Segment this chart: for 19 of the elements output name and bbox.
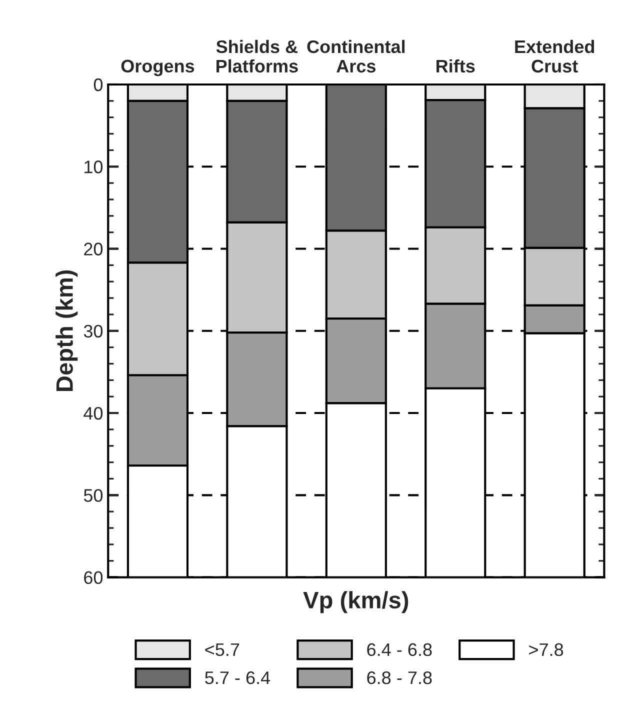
x-axis-title: Vp (km/s) — [303, 591, 408, 614]
y-axis-title: Depth (km) — [56, 270, 78, 391]
y-tick-label: 20 — [84, 242, 103, 256]
x-tick-label: Rifts — [436, 59, 475, 73]
x-tick-label: Extended Crust — [515, 40, 594, 73]
x-tick-label: Shields & Platforms — [216, 40, 298, 73]
x-tick-label: Orogens — [121, 60, 194, 76]
y-tick-label: 40 — [84, 406, 103, 420]
legend-label: >7.8 — [529, 643, 564, 656]
legend-label: 6.8 - 7.8 — [367, 671, 432, 684]
legend-label: 6.4 - 6.8 — [367, 643, 432, 656]
x-tick-label: Continental Arcs — [307, 40, 405, 73]
y-tick-label: 60 — [84, 571, 103, 584]
y-tick-label: 30 — [84, 324, 103, 338]
legend-label: <5.7 — [205, 643, 240, 656]
y-tick-label: 10 — [84, 160, 103, 174]
y-tick-label: 50 — [84, 489, 103, 502]
legend-label: 5.7 - 6.4 — [205, 671, 270, 684]
y-tick-label: 0 — [94, 78, 103, 92]
